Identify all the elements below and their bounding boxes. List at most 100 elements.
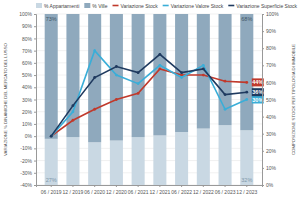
chart: 27%32%73%68%44%30%36%-40%-30%-20%-10%0%1… [0, 0, 300, 207]
tick-mark [181, 185, 182, 187]
tick: 06 / 2019 [41, 185, 62, 195]
bar [88, 14, 101, 142]
tick-label: 100% [19, 11, 32, 17]
tick-mark [34, 14, 36, 15]
tick-label: 30% [22, 97, 33, 103]
bar [66, 137, 79, 185]
line-label-text: 44% [252, 79, 263, 85]
marker [245, 81, 248, 84]
tick-label: 70% [266, 62, 277, 68]
tick-label: 12 / 2022 [193, 189, 214, 195]
tick-mark [34, 161, 36, 162]
bar [219, 125, 232, 185]
tick: 0% [25, 133, 36, 139]
tick-label: 100% [266, 11, 279, 17]
tick: 60% [262, 80, 277, 86]
tick: -40% [20, 182, 36, 188]
legend-swatch [163, 5, 169, 7]
tick-label: 30% [266, 131, 277, 137]
tick-label: 12 / 2023 [236, 189, 257, 195]
marker [224, 108, 227, 111]
tick-label: 40% [266, 114, 277, 120]
bar [197, 14, 210, 129]
tick: 0% [262, 182, 274, 188]
marker [93, 108, 96, 111]
marker [202, 74, 205, 77]
tick-mark [246, 185, 247, 187]
tick: 06 / 2021 [128, 185, 149, 195]
bar [132, 14, 145, 137]
tick-mark [34, 136, 36, 137]
label-box [252, 96, 264, 104]
tick-mark [262, 151, 264, 152]
tick-label: 90% [22, 23, 33, 29]
tick-label: 60% [266, 80, 277, 86]
line [51, 69, 247, 136]
marker [137, 82, 140, 85]
line [51, 51, 247, 137]
tick-mark [34, 87, 36, 88]
tick: 12 / 2023 [236, 185, 257, 195]
marker [137, 92, 140, 95]
tick-mark [34, 185, 36, 186]
line-label: 30% [252, 96, 264, 104]
tick-label: 10% [22, 121, 33, 127]
marks [45, 14, 254, 185]
label-box [252, 88, 264, 96]
tick-label: -20% [20, 158, 32, 164]
tick: 100% [262, 11, 279, 17]
line-label-text: 36% [252, 89, 263, 95]
x-axis: 06 / 201912 / 201906 / 202012 / 202006 /… [37, 185, 263, 195]
tick-label: 60% [22, 60, 33, 66]
tick: 60% [22, 60, 36, 66]
bar [219, 14, 232, 125]
legend-swatch [84, 3, 90, 8]
tick-label: 40% [22, 84, 33, 90]
tick: 40% [262, 114, 277, 120]
tick: 90% [22, 23, 36, 29]
tick-label: -10% [20, 145, 32, 151]
tick-label: 12 / 2021 [149, 189, 170, 195]
tick-mark [34, 63, 36, 64]
tick-label: 06 / 2019 [41, 189, 62, 195]
marker [115, 98, 118, 101]
legend-label: % Appartamenti [44, 3, 79, 9]
y-axis-title: VARIAZIONE % DINAMICHE DEL MERCATO DEL L… [3, 42, 8, 156]
bar-label: 32% [241, 177, 252, 183]
tick: 10% [22, 121, 36, 127]
tick-mark [159, 185, 160, 187]
tick-label: 70% [22, 48, 33, 54]
tick-label: 50% [266, 97, 277, 103]
tick-label: 80% [22, 36, 33, 42]
tick: 100% [19, 11, 36, 17]
bar [132, 137, 145, 185]
tick-mark [262, 100, 264, 101]
tick-mark [51, 185, 52, 187]
tick-mark [34, 75, 36, 76]
marker [50, 135, 53, 138]
tick-mark [34, 173, 36, 174]
tick: 06 / 2020 [84, 185, 105, 195]
tick: 12 / 2019 [63, 185, 84, 195]
tick-mark [34, 38, 36, 39]
tick: -20% [20, 158, 36, 164]
tick: 90% [262, 28, 277, 34]
bar [175, 132, 188, 185]
marker [180, 76, 183, 79]
tick-label: 0% [25, 133, 33, 139]
axis-line [263, 15, 265, 186]
marker [245, 91, 248, 94]
bar-label: 73% [46, 16, 57, 22]
marker [115, 74, 118, 77]
legend-label: Variazione Superficie Stock [236, 3, 297, 9]
tick-mark [225, 185, 226, 187]
tick-label: -40% [20, 182, 32, 188]
tick-label: 50% [22, 72, 33, 78]
line-label: 44% [252, 78, 264, 86]
bar [88, 142, 101, 185]
tick-mark [262, 134, 264, 135]
legend-label: % Ville [92, 3, 107, 9]
line-label: 36% [252, 88, 264, 96]
tick: 30% [262, 131, 277, 137]
grid [36, 14, 262, 185]
